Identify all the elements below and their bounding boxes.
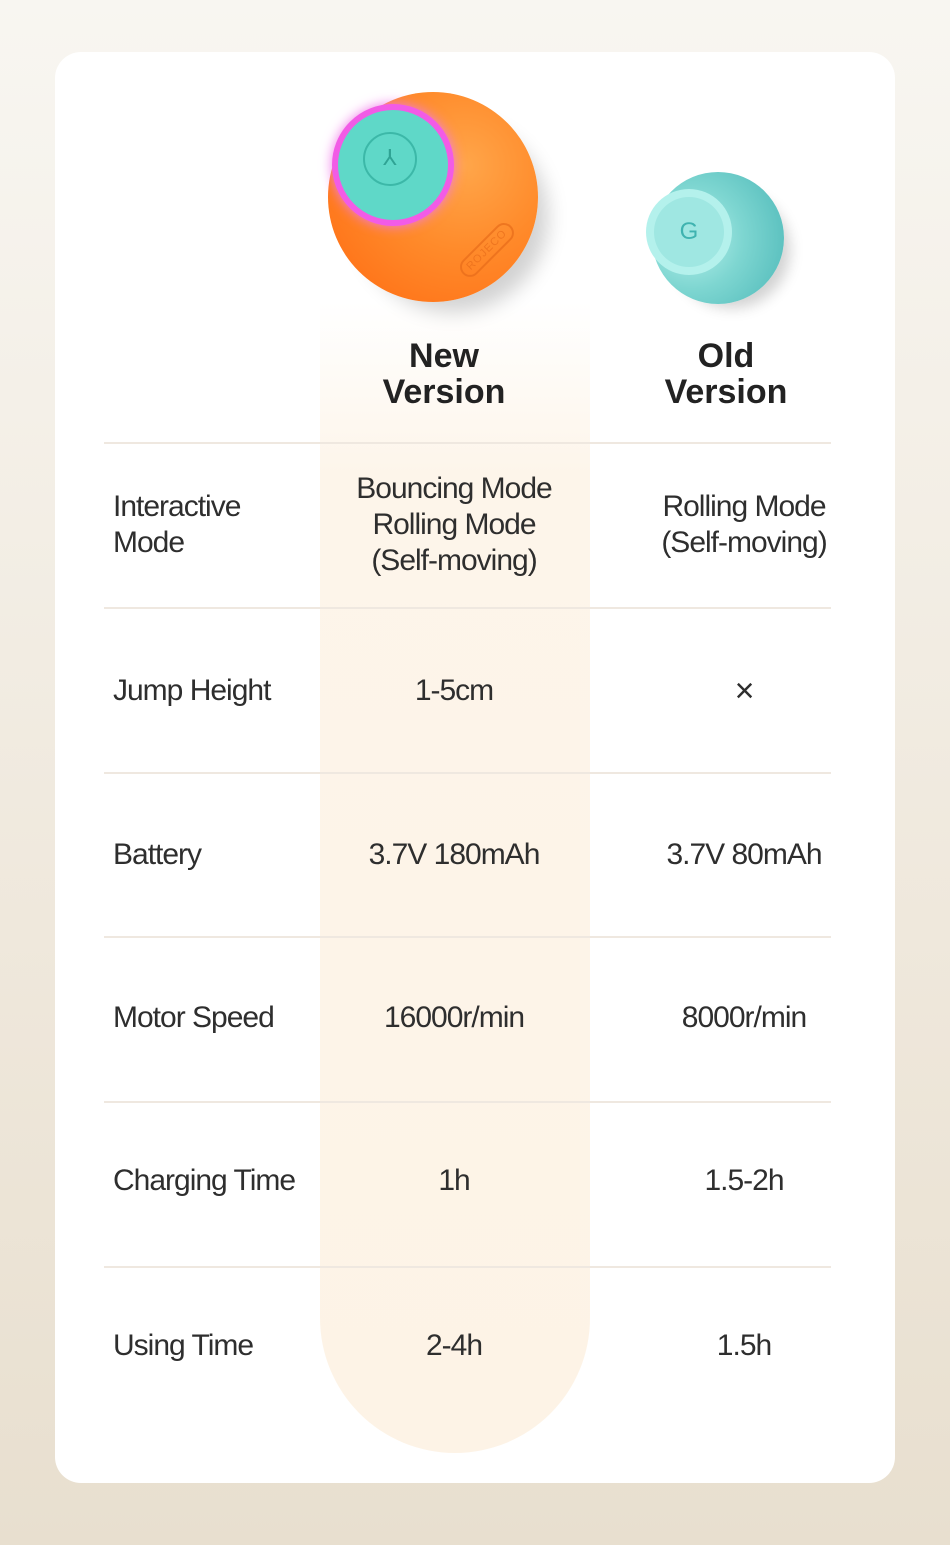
heading-line: Version bbox=[664, 373, 788, 411]
row-label-battery: Battery bbox=[113, 838, 202, 871]
value-line: (Self-moving) bbox=[661, 526, 827, 559]
not-supported-icon: × bbox=[734, 672, 755, 710]
new-battery: 3.7V 180mAh bbox=[368, 838, 541, 871]
divider bbox=[104, 1101, 831, 1103]
old-using-time: 1.5h bbox=[716, 1329, 772, 1362]
new-charging-time: 1h bbox=[438, 1164, 470, 1197]
divider bbox=[104, 936, 831, 938]
new-motor-speed: 16000r/min bbox=[383, 1001, 525, 1034]
divider bbox=[104, 1266, 831, 1268]
power-icon: G bbox=[654, 197, 724, 267]
row-label-using-time: Using Time bbox=[113, 1329, 254, 1362]
comparison-card: ⅄ ROJECO G New Version Old Version Inter… bbox=[55, 52, 895, 1483]
heading-line: Version bbox=[382, 373, 506, 411]
brand-logo: ROJECO bbox=[455, 218, 518, 282]
label-line: Interactive bbox=[113, 490, 241, 523]
new-version-ball-image: ⅄ ROJECO bbox=[328, 92, 538, 302]
row-label-charging-time: Charging Time bbox=[113, 1164, 296, 1197]
row-label-interactive-mode: Interactive Mode bbox=[113, 489, 313, 561]
heading-line: New bbox=[409, 337, 479, 375]
new-using-time: 2-4h bbox=[425, 1329, 483, 1362]
old-version-ball-image: G bbox=[652, 172, 784, 304]
divider bbox=[104, 772, 831, 774]
old-version-heading: Old Version bbox=[606, 338, 846, 410]
led-ring: ⅄ bbox=[332, 104, 454, 226]
new-version-heading: New Version bbox=[324, 338, 564, 410]
old-interactive-mode: Rolling Mode (Self-moving) bbox=[624, 489, 864, 561]
new-jump-height: 1-5cm bbox=[414, 674, 494, 707]
new-version-highlight-column bbox=[320, 302, 590, 1453]
value-line: (Self-moving) bbox=[371, 544, 537, 577]
old-charging-time: 1.5-2h bbox=[704, 1164, 784, 1197]
row-label-jump-height: Jump Height bbox=[113, 674, 271, 707]
old-battery: 3.7V 80mAh bbox=[666, 838, 822, 871]
old-motor-speed: 8000r/min bbox=[681, 1001, 807, 1034]
new-interactive-mode: Bouncing Mode Rolling Mode (Self-moving) bbox=[334, 471, 574, 579]
value-line: Bouncing Mode bbox=[356, 472, 552, 505]
value-line: Rolling Mode bbox=[662, 490, 826, 523]
value-line: Rolling Mode bbox=[372, 508, 536, 541]
heading-line: Old bbox=[697, 337, 755, 375]
row-label-motor-speed: Motor Speed bbox=[113, 1001, 275, 1034]
button-icon: ⅄ bbox=[363, 132, 417, 186]
label-line: Mode bbox=[113, 526, 185, 559]
divider bbox=[104, 442, 831, 444]
divider bbox=[104, 607, 831, 609]
